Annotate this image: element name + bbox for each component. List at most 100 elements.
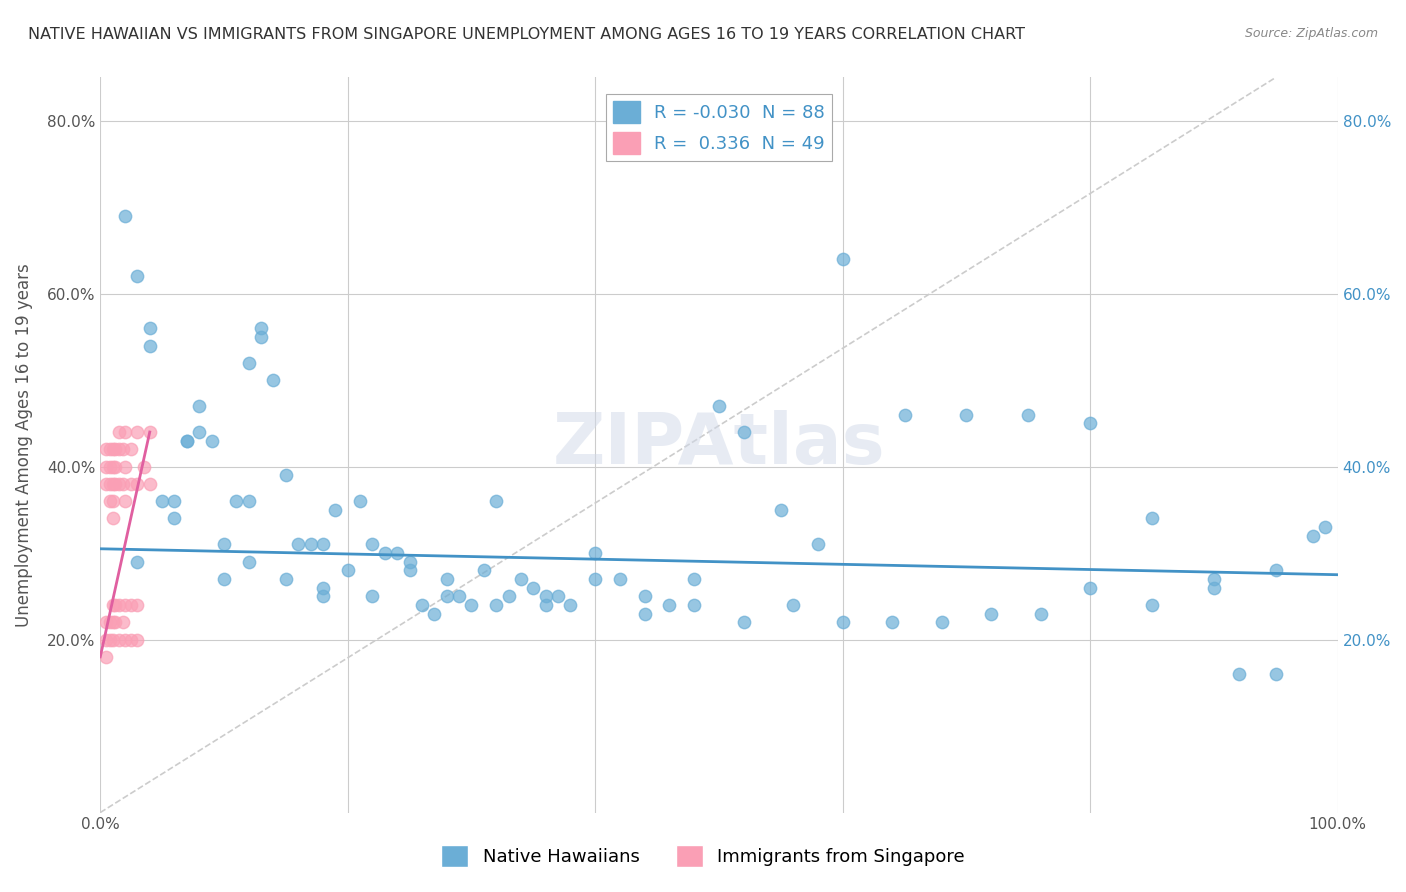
Point bbox=[1140, 511, 1163, 525]
Point bbox=[782, 598, 804, 612]
Point bbox=[114, 459, 136, 474]
Point bbox=[398, 563, 420, 577]
Point bbox=[163, 494, 186, 508]
Point bbox=[1264, 563, 1286, 577]
Point bbox=[547, 590, 569, 604]
Point bbox=[349, 494, 371, 508]
Point bbox=[163, 511, 186, 525]
Point bbox=[101, 615, 124, 630]
Point bbox=[1078, 581, 1101, 595]
Point bbox=[101, 476, 124, 491]
Text: ZIPAtlas: ZIPAtlas bbox=[553, 410, 886, 480]
Point bbox=[583, 572, 606, 586]
Point bbox=[534, 598, 557, 612]
Point bbox=[176, 434, 198, 448]
Text: Source: ZipAtlas.com: Source: ZipAtlas.com bbox=[1244, 27, 1378, 40]
Point bbox=[96, 649, 118, 664]
Point bbox=[1315, 520, 1337, 534]
Point bbox=[188, 425, 211, 439]
Point bbox=[120, 632, 142, 647]
Point bbox=[882, 615, 904, 630]
Point bbox=[176, 434, 198, 448]
Point bbox=[120, 598, 142, 612]
Point bbox=[104, 615, 127, 630]
Point bbox=[485, 598, 508, 612]
Point bbox=[127, 632, 149, 647]
Point bbox=[188, 399, 211, 413]
Point bbox=[510, 572, 533, 586]
Text: NATIVE HAWAIIAN VS IMMIGRANTS FROM SINGAPORE UNEMPLOYMENT AMONG AGES 16 TO 19 YE: NATIVE HAWAIIAN VS IMMIGRANTS FROM SINGA… bbox=[28, 27, 1025, 42]
Point bbox=[139, 425, 162, 439]
Point bbox=[1140, 598, 1163, 612]
Point bbox=[398, 555, 420, 569]
Point bbox=[98, 476, 121, 491]
Point bbox=[1264, 667, 1286, 681]
Point bbox=[108, 598, 131, 612]
Point bbox=[534, 590, 557, 604]
Point bbox=[831, 252, 853, 266]
Point bbox=[472, 563, 495, 577]
Point bbox=[127, 598, 149, 612]
Point bbox=[807, 537, 830, 551]
Point bbox=[101, 459, 124, 474]
Point bbox=[108, 425, 131, 439]
Point bbox=[225, 494, 247, 508]
Point bbox=[104, 459, 127, 474]
Point bbox=[104, 476, 127, 491]
Point bbox=[104, 598, 127, 612]
Point bbox=[274, 572, 297, 586]
Point bbox=[1202, 581, 1225, 595]
Point bbox=[101, 494, 124, 508]
Point bbox=[336, 563, 359, 577]
Point bbox=[139, 476, 162, 491]
Point bbox=[101, 632, 124, 647]
Point bbox=[560, 598, 582, 612]
Point bbox=[98, 615, 121, 630]
Point bbox=[312, 590, 335, 604]
Point bbox=[96, 459, 118, 474]
Point bbox=[361, 537, 384, 551]
Point bbox=[411, 598, 433, 612]
Point bbox=[98, 494, 121, 508]
Point bbox=[150, 494, 173, 508]
Point bbox=[634, 607, 657, 621]
Point bbox=[101, 442, 124, 457]
Point bbox=[707, 399, 730, 413]
Point bbox=[436, 590, 458, 604]
Point bbox=[132, 459, 155, 474]
Point bbox=[769, 503, 792, 517]
Legend: Native Hawaiians, Immigrants from Singapore: Native Hawaiians, Immigrants from Singap… bbox=[434, 838, 972, 874]
Point bbox=[108, 632, 131, 647]
Point bbox=[299, 537, 322, 551]
Point bbox=[1302, 529, 1324, 543]
Point bbox=[374, 546, 396, 560]
Point bbox=[108, 476, 131, 491]
Point bbox=[111, 476, 134, 491]
Point bbox=[893, 408, 915, 422]
Y-axis label: Unemployment Among Ages 16 to 19 years: Unemployment Among Ages 16 to 19 years bbox=[15, 263, 32, 627]
Point bbox=[104, 442, 127, 457]
Point bbox=[98, 442, 121, 457]
Point bbox=[498, 590, 520, 604]
Point bbox=[139, 338, 162, 352]
Point bbox=[250, 321, 273, 335]
Point bbox=[127, 476, 149, 491]
Legend: R = -0.030  N = 88, R =  0.336  N = 49: R = -0.030 N = 88, R = 0.336 N = 49 bbox=[606, 94, 832, 161]
Point bbox=[114, 632, 136, 647]
Point bbox=[201, 434, 224, 448]
Point bbox=[238, 555, 260, 569]
Point bbox=[683, 598, 706, 612]
Point bbox=[111, 442, 134, 457]
Point bbox=[980, 607, 1002, 621]
Point bbox=[583, 546, 606, 560]
Point bbox=[98, 632, 121, 647]
Point bbox=[361, 590, 384, 604]
Point bbox=[733, 615, 755, 630]
Point bbox=[931, 615, 953, 630]
Point bbox=[423, 607, 446, 621]
Point bbox=[127, 555, 149, 569]
Point bbox=[1202, 572, 1225, 586]
Point bbox=[96, 615, 118, 630]
Point bbox=[325, 503, 347, 517]
Point bbox=[1227, 667, 1250, 681]
